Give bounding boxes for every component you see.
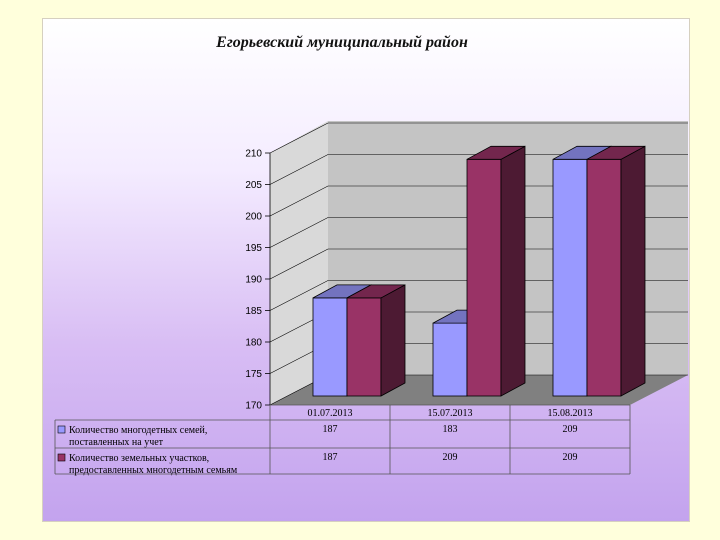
bar-front xyxy=(466,158,502,397)
y-tick-label: 180 xyxy=(245,338,262,349)
x-tick-label: 15.07.2013 xyxy=(428,408,473,419)
bar-side xyxy=(380,284,406,397)
chart-title: Егорьевский муниципальный район xyxy=(216,34,468,51)
bar xyxy=(466,145,526,397)
bar-side xyxy=(620,145,646,397)
legend-label: поставленных на учет xyxy=(69,437,164,448)
bar xyxy=(586,145,646,397)
y-tick-label: 200 xyxy=(245,212,262,223)
data-table-value: 187 xyxy=(323,452,338,463)
bar xyxy=(346,284,406,397)
legend-label: Количество многодетных семей, xyxy=(69,425,207,436)
gridline xyxy=(269,122,688,154)
data-table-value: 209 xyxy=(563,424,578,435)
legend-label: предоставленных многодетным семьям xyxy=(69,465,238,476)
data-table-value: 209 xyxy=(443,452,458,463)
bar-side xyxy=(500,145,526,397)
legend-label: Количество земельных участков, xyxy=(69,453,209,464)
bar-front xyxy=(346,297,382,397)
bar-top xyxy=(466,145,526,160)
y-tick-label: 195 xyxy=(245,243,262,254)
bar-front xyxy=(312,297,348,397)
data-table-value: 183 xyxy=(443,424,458,435)
y-tick-label: 175 xyxy=(245,369,262,380)
bar-top xyxy=(346,284,406,299)
x-tick-label: 01.07.2013 xyxy=(308,408,353,419)
legend-swatch xyxy=(57,425,66,434)
bar-top xyxy=(586,145,646,160)
y-tick-label: 185 xyxy=(245,306,262,317)
x-tick-label: 15.08.2013 xyxy=(548,408,593,419)
legend-swatch xyxy=(57,453,66,462)
bar-front xyxy=(432,322,468,397)
y-tick-label: 205 xyxy=(245,180,262,191)
y-tick-label: 190 xyxy=(245,275,262,286)
y-tick-label: 210 xyxy=(245,149,262,160)
bar-front xyxy=(552,158,588,397)
data-table-value: 209 xyxy=(563,452,578,463)
y-tick-label: 170 xyxy=(245,401,262,412)
data-table-value: 187 xyxy=(323,424,338,435)
bar-front xyxy=(586,158,622,397)
